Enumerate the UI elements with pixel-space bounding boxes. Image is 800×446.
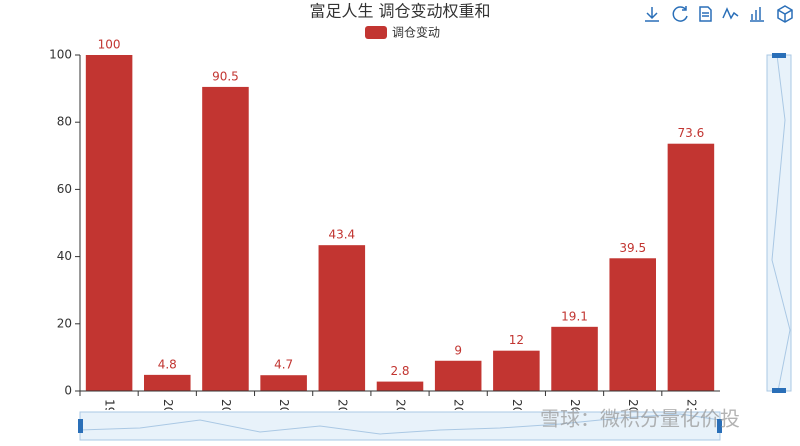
- value-label: 43.4: [328, 228, 355, 242]
- x-tick-label: 20-12-10: [626, 399, 640, 446]
- x-tick-label: 20-01-23: [161, 399, 175, 446]
- bar: [318, 245, 366, 391]
- x-tick-label: 20-05-28: [277, 399, 291, 446]
- value-label: 90.5: [212, 69, 239, 83]
- x-tick-label: 20-07-28: [394, 399, 408, 446]
- bar: [85, 55, 133, 391]
- x-tick-label: 20-09-23: [510, 399, 524, 446]
- y-tick-label: 60: [57, 182, 72, 196]
- x-labels: 19-08-29 20-01-23 20-03-26 20-05-28 20-06-30…: [103, 399, 699, 446]
- bar: [434, 360, 482, 391]
- toolbox[interactable]: [645, 5, 793, 23]
- bottom-zoom[interactable]: [78, 411, 722, 441]
- bar: [493, 350, 540, 391]
- value-label: 2.8: [390, 364, 409, 378]
- value-label: 4.7: [274, 358, 293, 372]
- y-tick-label: 80: [57, 115, 72, 129]
- y-tick-label: 0: [64, 384, 72, 398]
- bar: [609, 258, 656, 391]
- value-label: 9: [454, 343, 462, 357]
- chart-title: 富足人生 调仓变动权重和: [309, 2, 490, 21]
- bar: [144, 374, 191, 391]
- x-tick-label: 19-08-29: [103, 399, 117, 446]
- value-label: 19.1: [561, 309, 588, 323]
- value-label: 73.6: [678, 126, 705, 140]
- x-tick-label: 20-06-30: [335, 399, 349, 446]
- value-label: 39.5: [619, 241, 646, 255]
- x-tick-label: 21-01-06: [684, 399, 698, 446]
- x-tick-label: 20-03-26: [219, 399, 233, 446]
- right-zoom[interactable]: [766, 53, 792, 393]
- bar: [667, 143, 715, 391]
- legend-swatch: [365, 26, 387, 39]
- y-tick-label: 100: [49, 48, 72, 62]
- bar: [202, 86, 249, 392]
- value-label: 12: [509, 333, 524, 347]
- x-tick-label: 20-08-20: [452, 399, 466, 446]
- value-label: 100: [98, 38, 121, 52]
- y-tick-label: 40: [57, 249, 72, 263]
- bar: [376, 381, 424, 391]
- bar: [260, 375, 307, 391]
- y-tick-label: 20: [57, 316, 72, 330]
- bar: [551, 326, 598, 391]
- value-label: 4.8: [158, 357, 177, 371]
- x-tick-label: 20-11-25: [568, 399, 582, 446]
- watermark: 雪球：微积分量化价投: [540, 407, 740, 431]
- legend-label: 调仓变动: [392, 25, 440, 40]
